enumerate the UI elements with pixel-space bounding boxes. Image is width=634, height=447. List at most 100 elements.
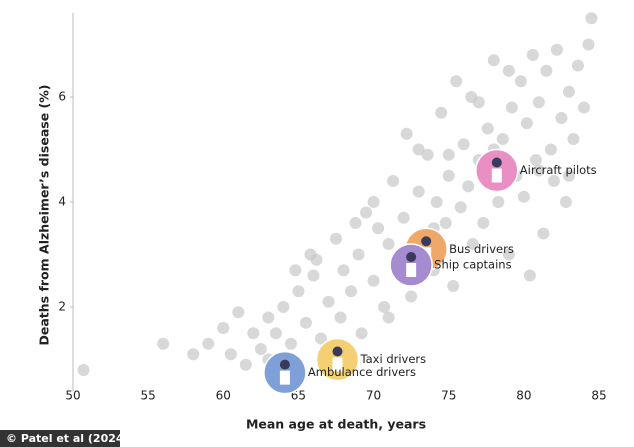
- point: [269, 327, 282, 340]
- point: [496, 133, 509, 145]
- point: [254, 343, 267, 355]
- point: [559, 196, 572, 208]
- point: [457, 138, 470, 151]
- point: [520, 117, 533, 130]
- point: [289, 264, 302, 277]
- point: [454, 201, 467, 214]
- point: [544, 143, 557, 156]
- point: [345, 285, 358, 298]
- point: [292, 285, 305, 298]
- x-tick-label: 60: [216, 389, 231, 403]
- point: [532, 164, 545, 177]
- credit-box: [0, 430, 120, 447]
- point: [157, 337, 170, 350]
- point: [262, 311, 275, 324]
- occupation-icon: [332, 346, 343, 357]
- point: [337, 264, 350, 277]
- point: [526, 49, 539, 61]
- point: [555, 112, 568, 124]
- point: [517, 190, 530, 203]
- point: [77, 364, 90, 376]
- point: [442, 169, 455, 182]
- point: [447, 280, 460, 292]
- point: [400, 127, 413, 140]
- point: [442, 148, 455, 161]
- point: [477, 217, 490, 229]
- point: [330, 232, 342, 245]
- point: [412, 185, 425, 198]
- credit: © Patel et al (2024): [6, 432, 129, 445]
- point: [355, 327, 368, 340]
- x-tick-label: 50: [65, 389, 80, 403]
- x-tick-label: 55: [141, 389, 156, 403]
- point: [334, 311, 347, 324]
- y-tick-label: 4: [58, 195, 66, 209]
- point: [514, 75, 527, 88]
- y-axis-title: Deaths from Alzheimer’s disease (%): [37, 85, 52, 346]
- point: [367, 196, 380, 208]
- x-tick-label: 85: [591, 389, 606, 403]
- point: [405, 290, 418, 303]
- point: [360, 206, 373, 219]
- occupation-icon: [332, 357, 343, 372]
- point: [492, 196, 505, 208]
- point: [232, 306, 245, 319]
- point: [322, 295, 335, 308]
- occupation-label: Bus drivers: [449, 242, 514, 256]
- point: [378, 301, 391, 313]
- occupation-label: Aircraft pilots: [520, 163, 597, 177]
- point: [582, 38, 595, 51]
- occupation-icon: [406, 252, 417, 262]
- occupation-icon: [406, 263, 417, 277]
- occupation-icon: [279, 370, 290, 385]
- x-tick-label: 75: [441, 389, 456, 403]
- point: [247, 327, 260, 340]
- occupation-icon: [491, 168, 502, 183]
- point: [487, 54, 500, 67]
- point: [277, 301, 290, 313]
- point: [239, 358, 252, 371]
- point: [547, 175, 560, 187]
- x-axis-title: Mean age at death, years: [246, 417, 426, 432]
- point: [430, 196, 443, 208]
- point: [435, 106, 448, 119]
- point: [387, 175, 400, 187]
- occupation-label: Ambulance drivers: [308, 365, 416, 379]
- point: [567, 133, 580, 145]
- point: [382, 311, 395, 324]
- point: [307, 269, 320, 282]
- point: [562, 169, 575, 182]
- point: [537, 227, 550, 240]
- point: [299, 316, 312, 329]
- point: [532, 96, 545, 109]
- point: [450, 75, 463, 88]
- point: [367, 274, 380, 287]
- point: [502, 64, 515, 77]
- point: [352, 248, 365, 261]
- point: [412, 143, 425, 156]
- occupation-label: Taxi drivers: [360, 352, 427, 366]
- y-tick-label: 2: [58, 300, 66, 314]
- point: [372, 222, 385, 235]
- point: [571, 59, 584, 72]
- x-tick-label: 70: [366, 389, 381, 403]
- point: [577, 101, 590, 114]
- point: [585, 12, 598, 25]
- point: [382, 238, 395, 250]
- point: [187, 348, 200, 361]
- point: [217, 322, 230, 334]
- occupation-label: Ship captains: [434, 258, 511, 272]
- point: [481, 122, 494, 135]
- point: [505, 101, 518, 114]
- occupation-icon: [421, 236, 432, 247]
- point: [465, 91, 478, 103]
- point: [284, 337, 297, 350]
- point: [314, 332, 327, 345]
- point: [439, 217, 452, 229]
- point: [562, 85, 575, 98]
- point: [523, 269, 536, 282]
- point: [466, 238, 479, 250]
- y-tick-label: 6: [58, 90, 66, 104]
